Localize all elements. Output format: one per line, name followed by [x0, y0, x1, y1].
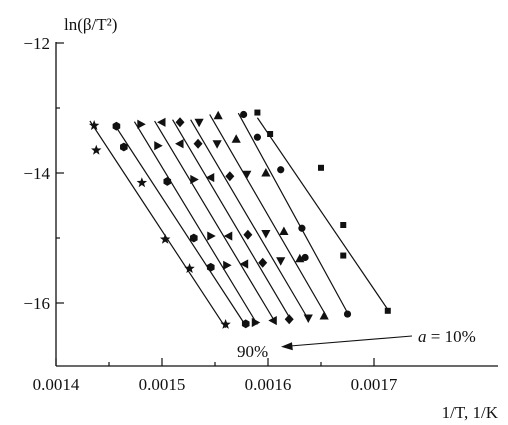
annotation-arrow-head	[281, 342, 293, 351]
data-point-circle	[253, 133, 261, 141]
data-point-hexagon	[112, 121, 121, 131]
x-tick-label: 0.0014	[33, 375, 80, 394]
x-tick-label: 0.0017	[351, 375, 398, 394]
y-tick-label: −14	[23, 164, 50, 183]
fit-line	[154, 120, 276, 323]
x-tick-label: 0.0016	[245, 375, 292, 394]
data-point-triangle-down	[261, 229, 271, 239]
data-point-triangle-left	[268, 315, 277, 326]
fit-line	[190, 119, 309, 320]
data-point-star	[88, 120, 100, 130]
annotation-a-10-percent: a = 10%	[418, 327, 476, 346]
y-tick-label: −12	[23, 34, 50, 53]
data-point-triangle-down	[242, 170, 252, 180]
data-point-triangle-right	[251, 317, 261, 328]
data-point-hexagon	[189, 233, 198, 243]
data-point-square	[318, 164, 324, 171]
data-point-triangle-left	[175, 139, 184, 149]
data-point-triangle-left	[239, 259, 249, 269]
data-point-triangle-up	[295, 253, 305, 263]
data-point-circle	[343, 310, 352, 318]
x-axis-label: 1/T, 1/K	[442, 403, 499, 422]
fit-line	[89, 120, 227, 329]
data-point-triangle-down	[303, 314, 313, 323]
x-tick-label: 0.0015	[139, 375, 186, 394]
fit-line	[113, 123, 247, 327]
data-point-circle	[240, 110, 248, 119]
data-point-star	[184, 263, 195, 273]
data-point-diamond	[175, 117, 185, 128]
fit-line	[133, 121, 258, 325]
ticks: 0.0014 0.0015 0.0016 0.0017 −12 −14 −16	[23, 34, 397, 394]
data-point-triangle-up	[261, 168, 271, 177]
data-point-circle	[277, 166, 285, 174]
data-point-triangle-right	[137, 119, 146, 129]
data-point-triangle-up	[279, 226, 289, 235]
data-point-star	[159, 233, 171, 244]
data-point-square	[340, 222, 347, 228]
data-point-hexagon	[163, 177, 172, 186]
data-point-triangle-left	[223, 231, 233, 241]
y-axis-label: ln(β/T²)	[64, 15, 117, 34]
data-point-square	[340, 252, 347, 259]
data-point-square	[254, 109, 261, 116]
data-point-triangle-right	[223, 260, 232, 270]
data-point-triangle-up	[213, 110, 223, 120]
data-point-triangle-right	[207, 231, 216, 241]
data-point-triangle-up	[231, 134, 241, 143]
data-points	[88, 109, 391, 329]
data-point-circle	[301, 253, 309, 262]
data-point-diamond	[193, 138, 203, 149]
data-point-triangle-left	[205, 172, 215, 183]
data-point-hexagon	[241, 319, 250, 329]
data-point-circle	[298, 224, 306, 232]
fit-line	[209, 114, 327, 317]
data-point-star	[136, 177, 148, 188]
y-tick-label: −16	[23, 294, 50, 313]
data-point-diamond	[243, 229, 253, 240]
data-point-triangle-down	[212, 140, 222, 149]
data-point-triangle-down	[276, 257, 286, 266]
annotation-90-percent: 90%	[237, 342, 268, 361]
data-point-hexagon	[120, 142, 128, 152]
fit-line	[172, 119, 292, 321]
data-point-triangle-left	[157, 117, 166, 127]
fit-line	[237, 112, 349, 314]
data-point-star	[91, 144, 102, 155]
data-point-triangle-down	[194, 118, 204, 128]
data-point-triangle-right	[190, 174, 199, 185]
data-point-star	[220, 318, 231, 329]
data-point-diamond	[258, 257, 268, 268]
data-point-triangle-right	[154, 141, 163, 151]
data-point-diamond	[284, 314, 294, 325]
fit-line	[256, 117, 389, 310]
data-point-diamond	[225, 171, 235, 182]
data-point-hexagon	[206, 262, 215, 272]
fit-lines	[89, 112, 389, 329]
data-point-square	[384, 307, 391, 314]
annotation-arrow-line	[289, 335, 413, 347]
data-point-square	[267, 131, 274, 137]
data-point-triangle-up	[319, 311, 329, 320]
